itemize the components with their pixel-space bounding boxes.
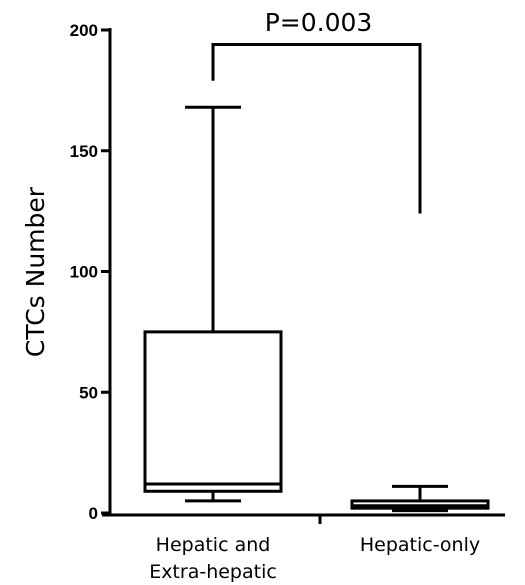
y-tick-label: 50 bbox=[79, 383, 98, 402]
x-category-label: Hepatic and Extra-hepatic bbox=[149, 534, 277, 583]
significance-bracket bbox=[211, 42, 422, 214]
y-axis-label: CTCs Number bbox=[21, 186, 50, 357]
y-tick-label: 200 bbox=[70, 21, 98, 40]
iqr-box bbox=[143, 330, 283, 493]
y-tick-label: 150 bbox=[70, 142, 98, 161]
y-tick-label: 0 bbox=[89, 504, 98, 523]
axes: 0 50 100 150 200 Hepatic and Extra-hepatic Hepa… bbox=[21, 21, 505, 583]
x-category-label: Hepatic-only bbox=[360, 534, 480, 556]
box-2 bbox=[350, 484, 490, 513]
box-1 bbox=[143, 105, 283, 503]
y-tick-label: 100 bbox=[70, 263, 98, 282]
significance-annotation: P=0.003 bbox=[211, 8, 422, 214]
p-value-label: P=0.003 bbox=[265, 8, 373, 37]
boxes bbox=[143, 105, 490, 513]
